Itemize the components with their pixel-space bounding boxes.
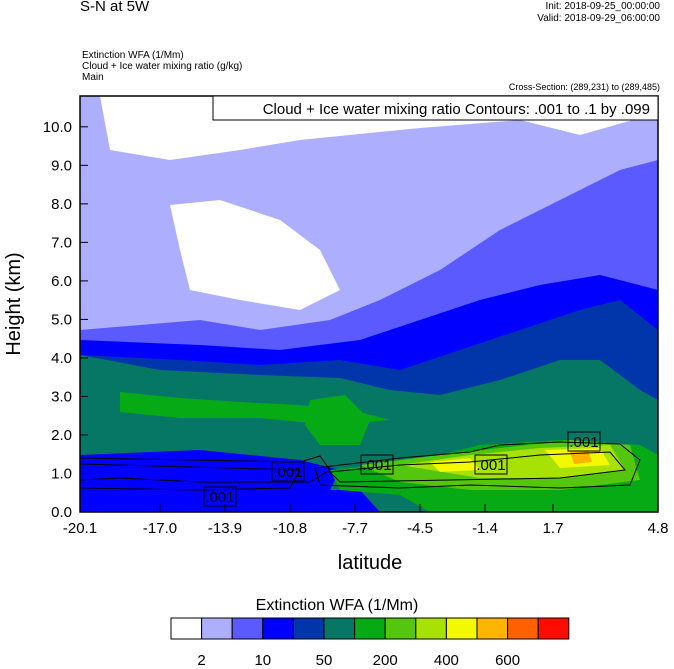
- valid-time: Valid: 2018-09-29_06:00:00: [537, 13, 660, 24]
- contour-line: [80, 455, 331, 483]
- colorbar-swatch: [323, 617, 356, 640]
- plot-title: S-N at 5W: [80, 0, 150, 15]
- contour-label-text: .001: [273, 464, 302, 481]
- contour-line: [328, 451, 626, 483]
- y-tick-label: 1.0: [51, 465, 72, 482]
- field-cloud-ice: Cloud + Ice water mixing ratio (g/kg): [82, 61, 243, 72]
- y-tick-label: 7.0: [51, 234, 72, 251]
- y-tick-label: 3.0: [51, 388, 72, 405]
- contour-label: .001: [360, 454, 394, 475]
- x-tick-label: -20.1: [63, 520, 97, 537]
- colorbar-label: 50: [315, 652, 333, 669]
- colorbar-swatch: [170, 617, 203, 640]
- y-axis-label: Height (km): [3, 252, 25, 355]
- colorbar-title: Extinction WFA (1/Mm): [255, 597, 419, 614]
- colorbar-label: 400: [433, 652, 459, 669]
- contour-title-box: Cloud + Ice water mixing ratio Contours:…: [212, 95, 659, 121]
- contour-label-text: .001: [205, 489, 234, 506]
- contour-label-text: .001: [476, 457, 505, 474]
- colorbar-swatch: [476, 617, 509, 640]
- level-green-blob: [305, 395, 370, 445]
- field-main: Main: [82, 72, 104, 83]
- contour-label: .001: [567, 431, 601, 452]
- x-tick-label: 4.8: [648, 520, 669, 537]
- field-list: Extinction WFA (1/Mm) Cloud + Ice water …: [82, 50, 242, 83]
- colorbar-swatch: [507, 617, 539, 640]
- contour-labels: .001 .001 .001 .001 .001: [203, 431, 601, 507]
- x-tick-label: -1.4: [472, 520, 498, 537]
- colorbar-label: 2: [197, 652, 206, 669]
- y-tick-label: 9.0: [51, 157, 72, 174]
- field-layer: [80, 96, 658, 512]
- contour-label-text: .001: [569, 434, 598, 451]
- x-tick-label: -4.5: [407, 520, 433, 537]
- axes: 0.0 1.0 2.0 3.0 4.0 5.0 6.0 7.0 8.0 9.0 10.0 -20.1 -…: [43, 119, 669, 537]
- colorbar-label: 600: [495, 652, 521, 669]
- x-axis-label: latitude: [338, 552, 403, 574]
- y-tick-label: 2.0: [51, 427, 72, 444]
- contour-label: .001: [271, 461, 305, 482]
- contour-label-box: [360, 454, 394, 475]
- contour-title-bg: [212, 95, 659, 121]
- contour-label-box: [271, 461, 305, 482]
- contour-line: [314, 441, 641, 489]
- y-tick-label: 10.0: [43, 119, 72, 136]
- colorbar-swatch: [354, 617, 386, 640]
- y-tick-label: 6.0: [51, 273, 72, 290]
- colorbar-swatch: [537, 617, 570, 640]
- colorbar-label: 200: [372, 652, 398, 669]
- field-extinction: Extinction WFA (1/Mm): [82, 50, 184, 61]
- contour-label-box: [203, 486, 237, 507]
- y-tick-label: 4.0: [51, 350, 72, 367]
- colorbar-swatch: [231, 617, 264, 640]
- colorbar-swatch: [201, 617, 233, 640]
- contour-label: .001: [474, 454, 508, 475]
- contour-title: Cloud + Ice water mixing ratio Contours:…: [263, 101, 650, 118]
- contour-label-box: [567, 431, 601, 452]
- colorbar-swatch: [384, 617, 417, 640]
- contour-label-box: [474, 454, 508, 475]
- y-tick-label: 8.0: [51, 196, 72, 213]
- contours: [80, 441, 641, 491]
- colorbar-swatch: [262, 617, 294, 640]
- y-tick-label: 5.0: [51, 311, 72, 328]
- x-tick-label: -7.7: [342, 520, 368, 537]
- colorbar: [170, 617, 570, 640]
- contour-label-text: .001: [362, 457, 391, 474]
- contour-label: .001: [203, 486, 237, 507]
- contour-line: [80, 463, 301, 491]
- x-tick-label: 1.7: [543, 520, 564, 537]
- x-tick-label: -13.9: [208, 520, 242, 537]
- colorbar-label: 10: [254, 652, 272, 669]
- colorbar-swatch: [445, 617, 478, 640]
- x-tick-label: -10.8: [273, 520, 307, 537]
- time-info: Init: 2018-09-25_00:00:00 Valid: 2018-09…: [537, 1, 660, 25]
- x-tick-label: -17.0: [143, 520, 177, 537]
- cross-section-label: Cross-Section: (289,231) to (289,485): [508, 82, 660, 92]
- colorbar-swatch: [292, 617, 325, 640]
- y-tick-label: 0.0: [51, 504, 72, 521]
- level-blue-bottom: [80, 490, 380, 512]
- level-white-blob: [170, 200, 340, 310]
- init-time: Init: 2018-09-25_00:00:00: [545, 1, 660, 12]
- colorbar-swatch: [415, 617, 447, 640]
